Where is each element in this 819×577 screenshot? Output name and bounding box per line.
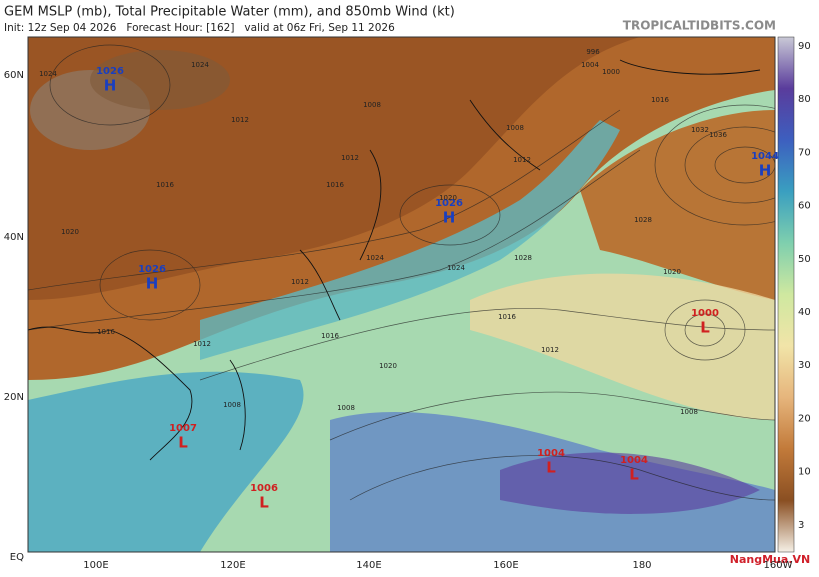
isobar-label: 1012: [541, 346, 559, 354]
colorbar-tick: 30: [798, 360, 811, 371]
center-value: 1004: [620, 455, 648, 466]
lon-label: 100E: [83, 560, 108, 571]
isobar-label: 1020: [663, 268, 681, 276]
isobar-label: 1000: [602, 68, 620, 76]
title: GEM MSLP (mb), Total Precipitable Water …: [4, 5, 455, 20]
center-value: 1026: [96, 66, 124, 77]
center-symbol: H: [759, 162, 772, 180]
lon-label: 160E: [493, 560, 518, 571]
colorbar-tick: 20: [798, 413, 811, 424]
isobar-label: 1016: [326, 181, 344, 189]
lon-label: 120E: [220, 560, 245, 571]
isobar-label: 1036: [709, 131, 727, 139]
colorbar-tick: 70: [798, 147, 811, 158]
isobar-label: 1020: [61, 228, 79, 236]
colorbar-tick: 40: [798, 307, 811, 318]
isobar-label: 1012: [513, 156, 531, 164]
center-symbol: L: [178, 434, 188, 452]
center-symbol: H: [104, 77, 117, 95]
colorbar-tick: 80: [798, 94, 811, 105]
colorbar: [777, 36, 795, 553]
lon-label: 140E: [356, 560, 381, 571]
lat-label: 40N: [4, 232, 24, 243]
logo: NangMua.VN: [730, 553, 810, 566]
colorbar-tick: 10: [798, 467, 811, 478]
isobar-label: 1012: [291, 278, 309, 286]
isobar-label: 1008: [337, 404, 355, 412]
isobar-label: 1012: [193, 340, 211, 348]
isobar-label: 1024: [366, 254, 384, 262]
isobar-label: 1016: [97, 328, 115, 336]
center-symbol: L: [700, 319, 710, 337]
isobar-label: 1008: [680, 408, 698, 416]
isobar-label: 996: [586, 48, 600, 56]
lat-label: EQ: [10, 552, 24, 563]
isobar-label: 1028: [634, 216, 652, 224]
isobar-label: 1008: [506, 124, 524, 132]
isobar-label: 1020: [379, 362, 397, 370]
center-symbol: L: [259, 494, 269, 512]
isobar-label: 1032: [691, 126, 709, 134]
center-value: 1007: [169, 423, 197, 434]
isobar-label: 1016: [156, 181, 174, 189]
lat-label: 20N: [4, 392, 24, 403]
colorbar-tick: 3: [798, 520, 804, 531]
center-value: 1000: [691, 308, 719, 319]
isobar-label: 1008: [223, 401, 241, 409]
colorbar-tick: 60: [798, 201, 811, 212]
isobar-label: 1016: [498, 313, 516, 321]
lon-label: 180: [632, 560, 651, 571]
isobar-label: 1016: [321, 332, 339, 340]
isobar-label: 1004: [581, 61, 599, 69]
source: TROPICALTIDBITS.COM: [623, 19, 776, 33]
lat-label: 60N: [4, 70, 24, 81]
isobar-label: 1008: [363, 101, 381, 109]
center-value: 1004: [537, 448, 565, 459]
isobar-label: 1016: [651, 96, 669, 104]
isobar-label: 1012: [341, 154, 359, 162]
center-symbol: H: [146, 275, 159, 293]
map-frame: [27, 36, 776, 553]
isobar-label: 1020: [439, 194, 457, 202]
center-value: 1006: [250, 483, 278, 494]
center-symbol: H: [443, 209, 456, 227]
subtitle: Init: 12z Sep 04 2026 Forecast Hour: [16…: [4, 22, 395, 34]
center-symbol: L: [629, 466, 639, 484]
center-value: 1026: [138, 264, 166, 275]
isobar-label: 1012: [231, 116, 249, 124]
isobar-label: 1028: [514, 254, 532, 262]
colorbar-tick: 50: [798, 254, 811, 265]
lon-label: 160W: [764, 560, 793, 571]
center-value: 1044: [751, 151, 779, 162]
center-symbol: L: [546, 459, 556, 477]
isobar-label: 1024: [447, 264, 465, 272]
isobar-label: 1024: [191, 61, 209, 69]
colorbar-tick: 90: [798, 41, 811, 52]
isobar-label: 1024: [39, 70, 57, 78]
map-field: [28, 37, 775, 552]
center-value: 1026: [435, 198, 463, 209]
